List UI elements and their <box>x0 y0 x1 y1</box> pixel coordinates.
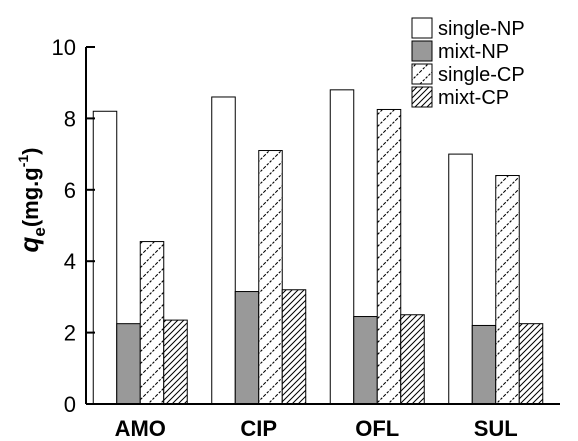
x-category-label: CIP <box>240 416 277 441</box>
y-ticks: 0 2 4 6 8 10 <box>52 35 95 417</box>
bar-single-np-ofl <box>329 89 355 405</box>
bar-mixt-np-cip <box>234 291 260 405</box>
bar-single-cp-sul <box>495 175 520 405</box>
y-tick-label: 8 <box>64 106 76 131</box>
bar-mixt-cp-ofl <box>400 314 425 405</box>
bar-mixt-cp-amo <box>163 319 188 405</box>
y-tick-label: 2 <box>64 321 76 346</box>
y-axis-label: qe(mg.g-1) <box>14 147 49 252</box>
legend-label-mixt-np: mixt-NP <box>438 41 509 63</box>
legend-swatch-mixt-cp <box>411 86 433 108</box>
x-category-label: AMO <box>115 416 166 441</box>
y-tick-label: 6 <box>64 178 76 203</box>
x-category-label: OFL <box>355 416 399 441</box>
legend-label-single-np: single-NP <box>438 18 525 40</box>
bars-group <box>92 89 544 405</box>
bar-single-np-amo <box>92 110 118 405</box>
bar-mixt-cp-sul <box>518 323 544 405</box>
legend-swatch-mixt-np <box>411 40 433 62</box>
bar-single-cp-ofl <box>376 108 402 405</box>
legend-label-mixt-cp: mixt-CP <box>438 87 509 109</box>
bar-single-np-sul <box>448 153 473 405</box>
y-tick-label: 10 <box>52 35 76 60</box>
bar-single-np-cip <box>211 96 236 405</box>
axes: 0 2 4 6 8 10 AMO CIP OFL SUL <box>52 35 560 441</box>
bar-mixt-np-ofl <box>353 316 378 405</box>
legend-swatch-single-np <box>411 17 433 39</box>
legend-swatch-single-cp <box>411 63 433 85</box>
legend-label-single-cp: single-CP <box>438 64 525 86</box>
x-category-labels: AMO CIP OFL SUL <box>115 416 518 441</box>
bar-mixt-cp-cip <box>281 289 307 405</box>
bar-single-cp-amo <box>139 241 165 405</box>
y-tick-label: 0 <box>64 392 76 417</box>
bar-mixt-np-sul <box>471 324 497 405</box>
y-tick-label: 4 <box>64 249 76 274</box>
bar-mixt-np-amo <box>116 323 141 405</box>
bar-single-cp-cip <box>258 150 283 405</box>
x-category-label: SUL <box>474 416 518 441</box>
